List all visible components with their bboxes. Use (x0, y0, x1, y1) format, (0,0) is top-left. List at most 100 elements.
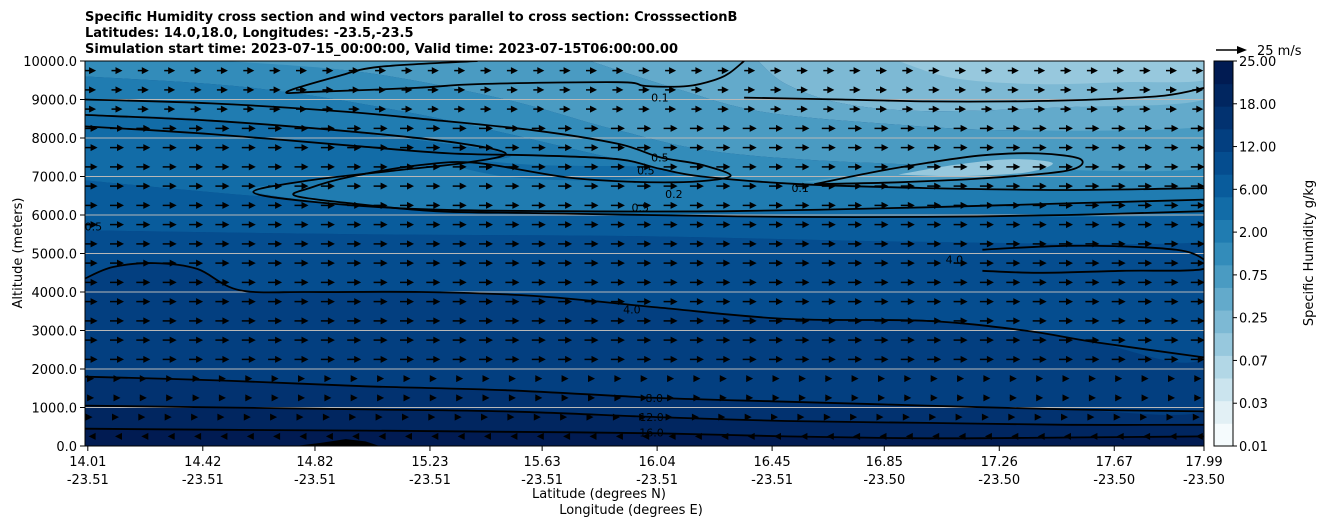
y-tick-label-4: 4000.0 (32, 286, 78, 301)
wind-vector (373, 144, 388, 152)
wind-vector-head (983, 394, 991, 402)
wind-vector (1060, 86, 1072, 94)
wind-vector (294, 163, 309, 171)
wind-vector (850, 413, 858, 421)
wind-vector (902, 67, 914, 75)
wind-vector-head (586, 413, 594, 421)
wind-vector (136, 278, 151, 286)
wind-vector (796, 105, 808, 113)
wind-vector-head (644, 298, 652, 306)
wind-vector-head (484, 432, 491, 440)
wind-vector-head (248, 355, 256, 363)
wind-vector (742, 336, 757, 344)
wind-vector (241, 317, 256, 325)
wind-vector (927, 144, 942, 152)
wind-vector (373, 240, 388, 248)
wind-vectors (85, 67, 1204, 440)
wind-vector (639, 413, 647, 421)
wind-vector-head (1092, 144, 1100, 152)
x-tick-label-lat-9: 17.67 (1096, 455, 1133, 470)
wind-vector (821, 201, 836, 209)
wind-vector-head (880, 105, 887, 113)
wind-vector-head (695, 105, 703, 113)
wind-vector-head (538, 163, 546, 171)
wind-vector-head (776, 144, 783, 152)
wind-vector (979, 355, 994, 363)
wind-vector-head (1092, 124, 1100, 132)
wind-vector-head (588, 375, 595, 383)
wind-vector (189, 144, 204, 152)
wind-vector-head (482, 375, 490, 383)
wind-vector (373, 317, 388, 325)
wind-vector (1008, 413, 1016, 421)
wind-vector (558, 259, 573, 267)
wind-vector (955, 413, 963, 421)
wind-vector-head (220, 67, 228, 75)
wind-vector (1085, 317, 1100, 325)
wind-vector (162, 355, 177, 363)
wind-vector (403, 375, 411, 383)
wind-vector (770, 86, 782, 94)
wind-vector (979, 201, 994, 209)
wind-vector (241, 336, 256, 344)
wind-vector-head (669, 86, 677, 94)
wind-vector-head (1036, 394, 1044, 402)
wind-vector-head (196, 259, 204, 267)
wind-vector (558, 163, 573, 171)
wind-vector-head (378, 432, 386, 440)
wind-vector-head (984, 432, 992, 440)
wind-vector (350, 375, 358, 383)
wind-vector-head (881, 201, 889, 209)
wind-vector-head (90, 221, 98, 229)
wind-vector (320, 259, 335, 267)
wind-vector-head (880, 67, 887, 75)
wind-vector-head (538, 336, 546, 344)
wind-vector (241, 240, 256, 248)
wind-vector (268, 259, 283, 267)
wind-vector (953, 221, 968, 229)
wind-vector (426, 182, 441, 190)
wind-vector (558, 201, 573, 209)
wind-vector-head (380, 124, 388, 132)
wind-vector (615, 432, 623, 440)
wind-vector-head (959, 67, 967, 75)
wind-vector-head (591, 163, 599, 171)
wind-vector (742, 259, 757, 267)
x-tick-label-lon-8: -23.50 (978, 473, 1020, 488)
wind-vector-head (670, 355, 678, 363)
wind-vector (694, 432, 702, 440)
wind-vector-head (90, 182, 98, 190)
wind-vector-head (301, 144, 309, 152)
wind-vector-head (538, 201, 546, 209)
wind-vector (874, 124, 889, 132)
wind-vector-head (934, 182, 942, 190)
wind-vector-head (1197, 278, 1204, 286)
wind-vector-head (563, 67, 571, 75)
wind-vector (610, 355, 625, 363)
wind-vector (241, 144, 256, 152)
colorbar-segment-15 (1214, 83, 1233, 107)
wind-vector-head (644, 182, 652, 190)
wind-vector-head (665, 413, 673, 421)
wind-vector (375, 105, 387, 113)
wind-vector-head (459, 240, 467, 248)
wind-vector-head (169, 182, 177, 190)
wind-vector (610, 240, 625, 248)
wind-vector (190, 67, 202, 75)
wind-vector-head (512, 240, 520, 248)
wind-vector (561, 394, 569, 402)
wind-vector-head (695, 86, 703, 94)
wind-vector (747, 432, 755, 440)
wind-vector-head (1061, 413, 1068, 421)
wind-vector (505, 240, 520, 248)
wind-vector-head (561, 394, 569, 402)
wind-vector-head (589, 432, 597, 440)
contour-label-11: 0.5 (85, 221, 103, 234)
wind-vector (273, 432, 281, 440)
humidity-fill-4 (85, 230, 1204, 363)
wind-vector-head (196, 163, 204, 171)
colorbar-segment-7 (1214, 264, 1233, 288)
wind-vector (403, 394, 411, 402)
wind-vector (1139, 86, 1151, 94)
wind-vector (795, 163, 810, 171)
